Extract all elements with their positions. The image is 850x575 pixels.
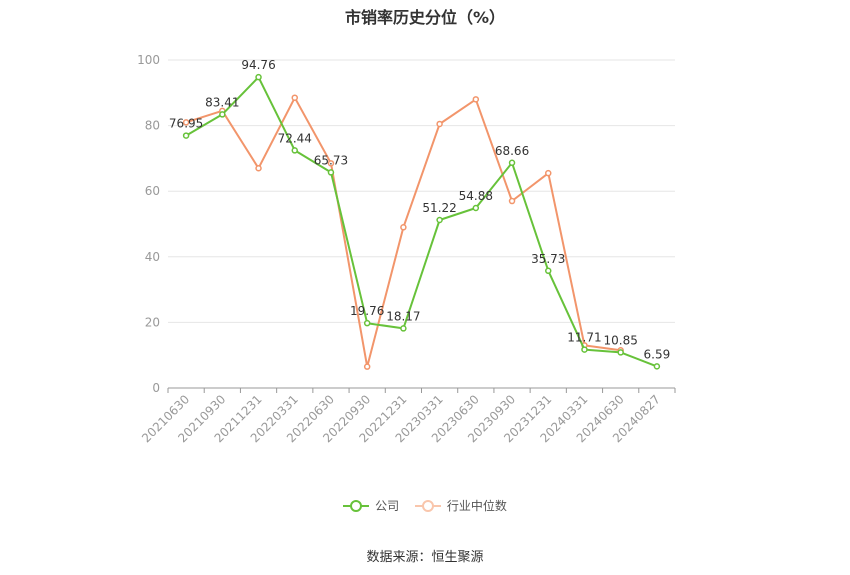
data-point-company <box>291 147 298 154</box>
data-label: 6.59 <box>644 347 671 361</box>
legend-item-industry-median[interactable]: 行业中位数 <box>414 497 507 514</box>
data-label: 19.76 <box>350 304 384 318</box>
data-point-industry-median <box>182 119 190 126</box>
legend-label-company: 公司 <box>375 499 400 513</box>
data-point-company <box>617 349 624 356</box>
data-point-company <box>219 111 226 118</box>
data-point-company <box>400 325 407 332</box>
grid-layer <box>168 59 675 323</box>
data-point-company <box>255 73 262 81</box>
data-point-industry-median <box>400 224 407 231</box>
y-tick-label: 60 <box>145 184 160 198</box>
data-label: 72.44 <box>278 131 312 145</box>
data-point-industry-median <box>363 363 371 370</box>
data-label: 76.95 <box>169 117 203 131</box>
legend-swatch-industry-median <box>414 499 441 512</box>
data-point-company <box>545 267 552 275</box>
data-point-company <box>581 346 588 353</box>
data-point-company <box>472 204 480 212</box>
data-label: 68.66 <box>495 144 529 158</box>
data-point-industry-median <box>545 169 552 177</box>
source-note: 数据来源：恒生聚源 <box>366 550 484 565</box>
data-label: 65.73 <box>314 153 348 167</box>
y-tick-label: 100 <box>137 53 160 67</box>
y-tick-label: 20 <box>145 315 160 329</box>
data-label: 35.73 <box>531 252 565 266</box>
chart-title: 市销率历史分位（%） <box>344 8 506 27</box>
y-tick-label: 80 <box>145 119 160 133</box>
data-point-industry-median <box>255 164 262 172</box>
y-tick-label: 0 <box>152 381 160 395</box>
series-line-company <box>185 76 658 368</box>
data-label: 10.85 <box>603 333 637 347</box>
data-point-industry-median <box>436 120 443 128</box>
data-point-company <box>508 159 516 167</box>
data-label: 94.76 <box>241 58 275 72</box>
data-label: 83.41 <box>205 95 239 109</box>
data-point-industry-median <box>327 160 335 167</box>
data-point-company <box>363 319 371 327</box>
data-point-company <box>327 169 335 176</box>
y-tick-label: 40 <box>145 250 160 264</box>
series-layer <box>182 73 661 370</box>
data-point-industry-median <box>472 96 480 103</box>
data-label: 18.17 <box>386 309 420 323</box>
legend-item-company[interactable]: 公司 <box>343 497 399 514</box>
legend: 公司 行业中位数 <box>0 497 850 515</box>
data-point-company <box>182 132 190 139</box>
data-point-company <box>436 216 443 224</box>
data-point-industry-median <box>508 197 516 205</box>
data-label: 11.71 <box>567 331 601 345</box>
legend-label-industry-median: 行业中位数 <box>446 499 507 513</box>
data-label: 51.22 <box>422 201 456 215</box>
data-point-industry-median <box>291 94 298 101</box>
legend-swatch-company <box>343 499 370 512</box>
data-label: 54.88 <box>459 189 493 203</box>
data-point-company <box>653 363 661 370</box>
